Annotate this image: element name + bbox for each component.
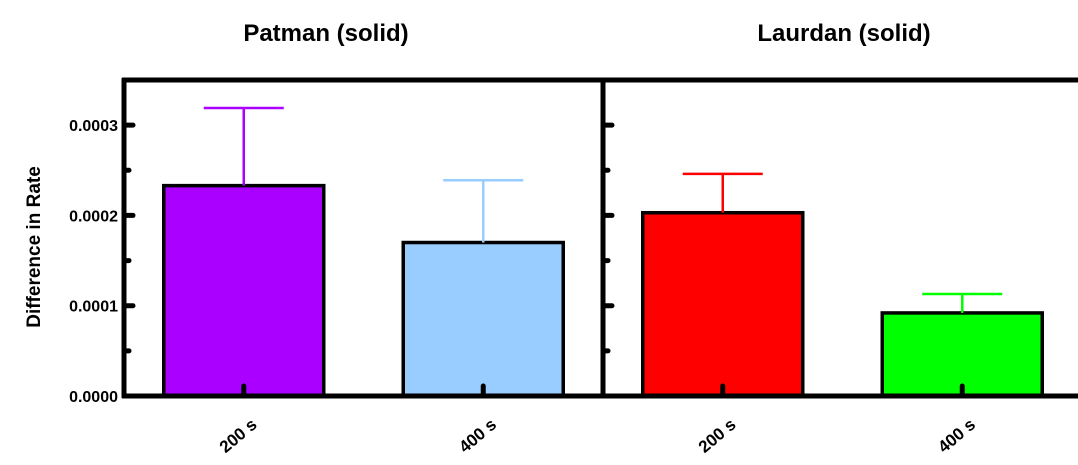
panel-title-patman: Patman (solid) (243, 20, 408, 47)
y-tick-label: 0.0001 (69, 299, 118, 316)
y-tick-labels: 0.0000 0.0001 0.0002 0.0003 (69, 118, 118, 406)
bar (401, 240, 565, 398)
y-tick-label: 0.0002 (69, 208, 118, 225)
x-tick-labels: 200 s 400 s 200 s 400 s (216, 415, 979, 457)
bar (641, 210, 805, 398)
y-axis-label: Difference in Rate (24, 166, 45, 328)
panel-frames (121, 77, 1078, 399)
x-tick-label: 400 s (934, 415, 979, 457)
bar (162, 183, 326, 398)
y-tick-label: 0.0003 (69, 118, 118, 135)
panel-title-laurdan: Laurdan (solid) (757, 20, 930, 47)
error-bars-group (203, 106, 1003, 313)
x-tick-label: 200 s (695, 415, 740, 457)
y-tick-label: 0.0000 (69, 389, 118, 406)
bar (880, 311, 1044, 398)
x-tick-label: 400 s (455, 415, 500, 457)
x-tick-label: 200 s (216, 415, 261, 457)
